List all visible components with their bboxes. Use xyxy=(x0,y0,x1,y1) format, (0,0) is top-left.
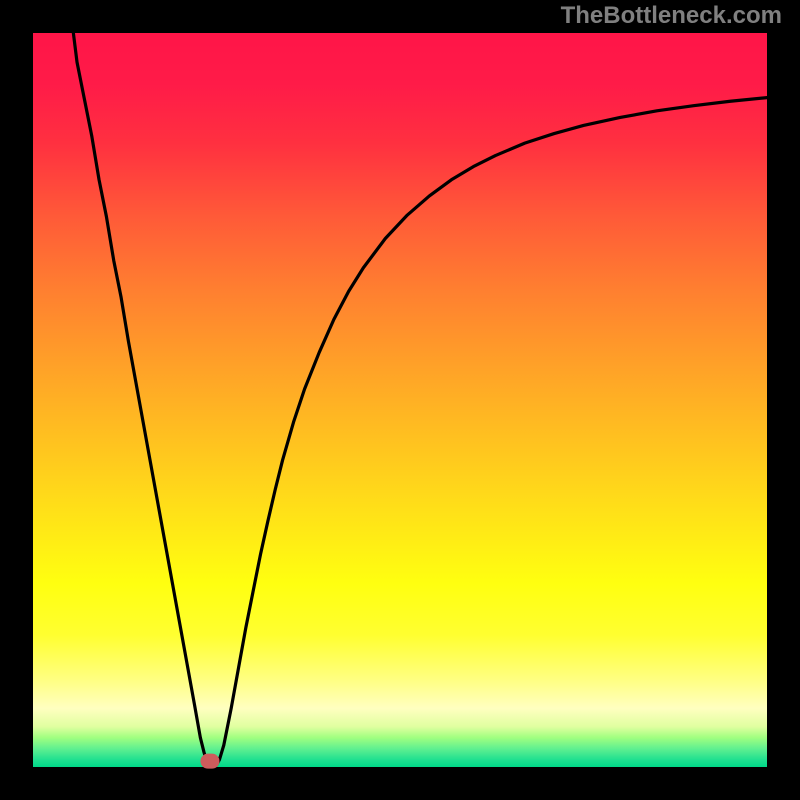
curve-line xyxy=(33,33,767,767)
plot-area xyxy=(33,33,767,767)
chart-container: TheBottleneck.com xyxy=(0,0,800,800)
watermark-text: TheBottleneck.com xyxy=(561,2,782,30)
optimal-marker xyxy=(200,754,219,769)
